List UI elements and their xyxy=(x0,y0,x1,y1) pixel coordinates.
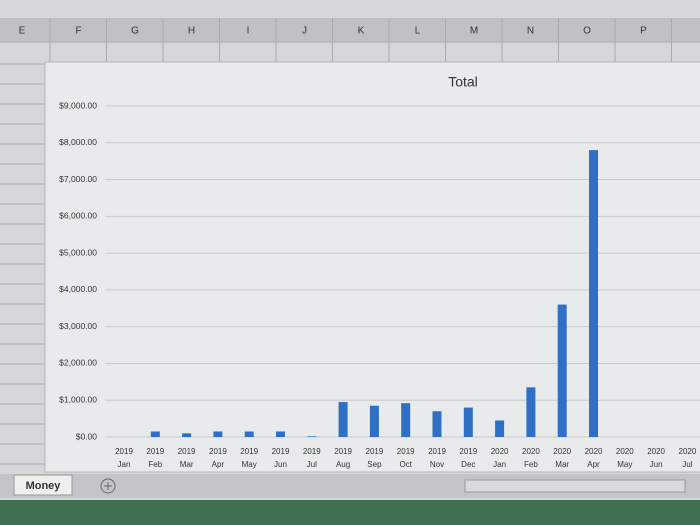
x-tick-label: 2020 xyxy=(679,447,697,456)
column-header: M xyxy=(470,26,478,37)
x-tick-label: 2019 xyxy=(146,447,164,456)
y-tick-label: $5,000.00 xyxy=(59,247,97,257)
column-header: N xyxy=(527,26,534,37)
bar xyxy=(432,411,442,437)
x-tick-label: 2020 xyxy=(585,447,603,456)
sheet-tab-label[interactable]: Money xyxy=(26,480,62,492)
bar xyxy=(463,407,473,437)
column-header: O xyxy=(583,26,591,37)
column-header: I xyxy=(247,26,250,37)
bar xyxy=(213,431,223,437)
x-tick-label: Jul xyxy=(307,460,317,469)
x-tick-label: 2019 xyxy=(428,447,446,456)
x-tick-label: 2019 xyxy=(115,447,133,456)
column-header: E xyxy=(19,26,26,37)
x-tick-label: Jun xyxy=(274,460,287,469)
bar xyxy=(557,304,567,437)
x-tick-label: Feb xyxy=(524,460,538,469)
x-tick-label: 2019 xyxy=(178,447,196,456)
bar xyxy=(307,436,317,437)
x-tick-label: 2019 xyxy=(303,447,321,456)
chart: Total $0.00 $1,000.00 $2,000.00 $3,000.00 $4… xyxy=(59,74,700,469)
sheet-tab[interactable] xyxy=(13,474,73,496)
x-tick-label: May xyxy=(617,460,632,469)
bar xyxy=(150,431,160,437)
bar xyxy=(338,402,348,437)
x-tick-label: Oct xyxy=(399,460,412,469)
chart-title: Total xyxy=(448,74,478,90)
x-tick-label: 2019 xyxy=(272,447,290,456)
add-sheet-icon xyxy=(104,482,112,490)
bar xyxy=(589,150,598,437)
x-tick-label: 2019 xyxy=(334,447,352,456)
bar xyxy=(369,405,379,437)
x-tick-label: Dec xyxy=(461,460,475,469)
x-tick-label: Jul xyxy=(682,460,692,469)
column-header: G xyxy=(131,26,139,37)
y-tick-label: $8,000.00 xyxy=(59,137,97,147)
add-sheet-button[interactable] xyxy=(100,478,116,494)
y-tick-label: $6,000.00 xyxy=(59,211,97,221)
bar xyxy=(182,433,192,437)
x-tick-label: May xyxy=(242,460,257,469)
column-headers: E F G H I J K L M N O P xyxy=(19,18,672,62)
y-tick-label: $1,000.00 xyxy=(59,394,97,404)
column-header: J xyxy=(302,26,307,37)
x-tick-label: 2019 xyxy=(240,447,258,456)
x-tick-label: Mar xyxy=(555,460,569,469)
column-header: P xyxy=(640,26,647,37)
x-tick-label: Apr xyxy=(212,460,225,469)
x-tick-label: Apr xyxy=(587,460,600,469)
y-tick-label: $4,000.00 xyxy=(59,284,97,294)
horizontal-scrollbar[interactable] xyxy=(464,479,686,493)
column-header: F xyxy=(75,26,81,37)
x-tick-label: 2019 xyxy=(459,447,477,456)
column-header: L xyxy=(415,26,421,37)
x-tick-label: Jan xyxy=(493,460,506,469)
column-header-bar xyxy=(0,18,700,42)
y-tick-label: $7,000.00 xyxy=(59,174,97,184)
x-tick-label: Jan xyxy=(118,460,131,469)
x-tick-label: 2019 xyxy=(209,447,227,456)
status-bar xyxy=(0,500,700,525)
bar xyxy=(276,431,285,437)
x-tick-label: 2020 xyxy=(491,447,509,456)
x-tick-label: 2020 xyxy=(647,447,665,456)
y-tick-label: $9,000.00 xyxy=(59,100,97,110)
column-header: K xyxy=(358,26,365,37)
y-tick-label: $2,000.00 xyxy=(59,358,97,368)
bar xyxy=(495,420,505,437)
x-tick-label: Aug xyxy=(336,460,350,469)
rows xyxy=(0,41,700,465)
bar xyxy=(244,431,254,437)
x-tick-label: 2020 xyxy=(522,447,540,456)
column-header: H xyxy=(188,26,195,37)
x-tick-label: Mar xyxy=(180,460,194,469)
x-tick-label: Feb xyxy=(148,460,162,469)
x-tick-label: 2019 xyxy=(366,447,384,456)
x-tick-label: 2020 xyxy=(553,447,571,456)
x-tick-label: 2019 xyxy=(397,447,415,456)
y-tick-label: $3,000.00 xyxy=(59,321,97,331)
y-tick-label: $0.00 xyxy=(76,431,98,441)
bar xyxy=(526,387,536,437)
x-tick-label: Nov xyxy=(430,460,444,469)
x-tick-label: 2020 xyxy=(616,447,634,456)
bar xyxy=(401,403,411,437)
x-tick-label: Sep xyxy=(367,460,382,469)
x-tick-label: Jun xyxy=(650,460,663,469)
